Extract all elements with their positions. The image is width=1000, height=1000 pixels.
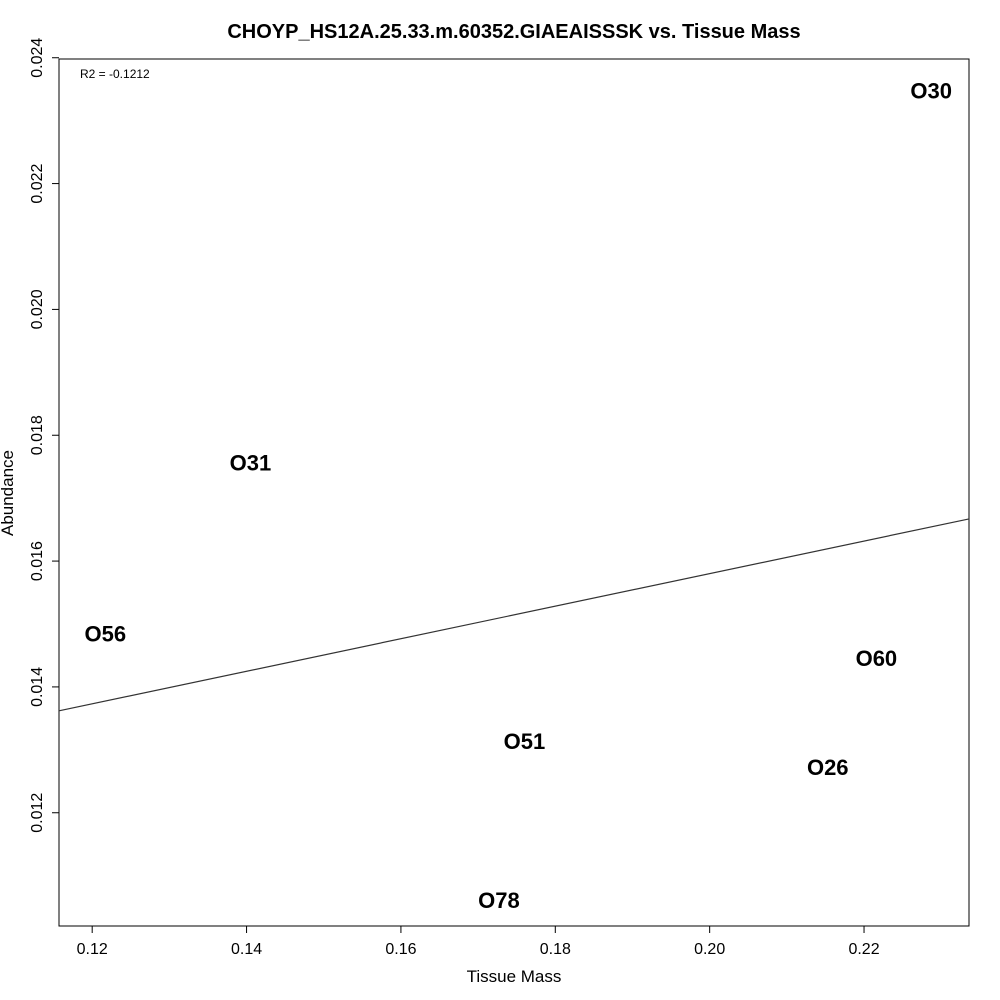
y-tick-label: 0.020 xyxy=(29,289,46,329)
x-tick-label: 0.16 xyxy=(385,941,416,958)
point-O60: O60 xyxy=(856,646,898,671)
y-tick-label: 0.022 xyxy=(29,163,46,203)
y-axis-label: Abundance xyxy=(0,450,17,536)
point-O78: O78 xyxy=(478,888,520,913)
y-axis: 0.012 0.014 0.016 0.018 0.020 0.022 0.024 xyxy=(29,38,59,833)
y-tick-label: 0.014 xyxy=(29,667,46,707)
x-tick-label: 0.12 xyxy=(77,941,108,958)
x-tick-label: 0.14 xyxy=(231,941,262,958)
data-points: O30 O31 O56 O60 O51 O26 O78 xyxy=(85,78,952,913)
x-axis: 0.12 0.14 0.16 0.18 0.20 0.22 xyxy=(77,926,880,958)
y-tick-label: 0.018 xyxy=(29,415,46,455)
x-axis-label: Tissue Mass xyxy=(467,967,562,986)
r2-annotation: R2 = -0.1212 xyxy=(80,67,150,81)
point-O31: O31 xyxy=(230,450,272,475)
point-O51: O51 xyxy=(504,729,546,754)
y-tick-label: 0.016 xyxy=(29,541,46,581)
point-O56: O56 xyxy=(85,621,127,646)
regression-line xyxy=(58,518,970,712)
y-tick-label: 0.012 xyxy=(29,793,46,833)
x-tick-label: 0.20 xyxy=(694,941,725,958)
chart-title: CHOYP_HS12A.25.33.m.60352.GIAEAISSSK vs.… xyxy=(227,21,800,43)
plot-frame xyxy=(58,58,970,927)
y-tick-label: 0.024 xyxy=(29,38,46,78)
x-tick-label: 0.18 xyxy=(540,941,571,958)
point-O30: O30 xyxy=(910,78,952,103)
point-O26: O26 xyxy=(807,755,849,780)
x-tick-label: 0.22 xyxy=(848,941,879,958)
